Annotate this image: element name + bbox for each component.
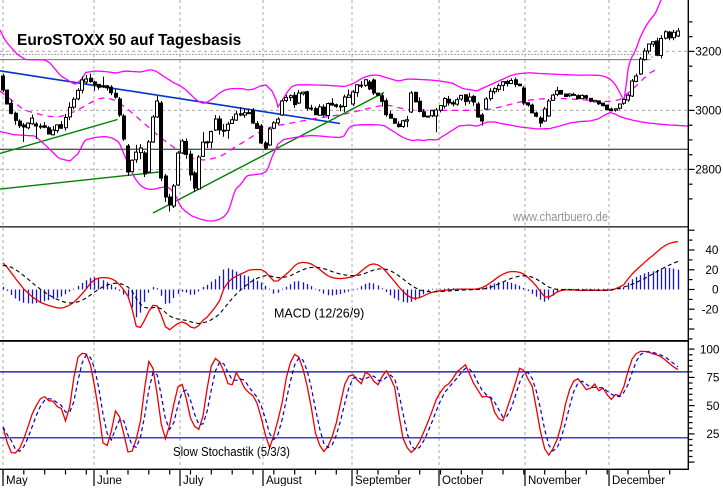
svg-text:20: 20 (705, 263, 719, 277)
svg-text:October: October (442, 475, 483, 486)
svg-text:0: 0 (712, 283, 719, 297)
svg-text:3200: 3200 (695, 45, 722, 59)
svg-text:August: August (266, 475, 303, 486)
svg-text:3000: 3000 (695, 104, 722, 118)
svg-text:September: September (355, 475, 411, 486)
svg-text:2800: 2800 (695, 163, 722, 177)
svg-text:EuroSTOXX 50 auf Tagesbasis: EuroSTOXX 50 auf Tagesbasis (17, 32, 241, 49)
svg-text:50: 50 (706, 399, 720, 413)
svg-text:May: May (6, 475, 28, 486)
svg-text:June: June (97, 475, 122, 486)
svg-text:November: November (528, 475, 581, 486)
svg-text:July: July (183, 475, 204, 486)
svg-text:75: 75 (706, 371, 720, 385)
svg-text:100: 100 (700, 342, 720, 356)
svg-text:MACD (12/26/9): MACD (12/26/9) (274, 307, 364, 321)
svg-text:Slow Stochastik (5/3/3): Slow Stochastik (5/3/3) (173, 445, 290, 459)
svg-text:40: 40 (705, 243, 719, 257)
svg-text:-20: -20 (701, 302, 718, 316)
svg-text:25: 25 (706, 427, 720, 441)
svg-text:www.chartbuero.de: www.chartbuero.de (512, 209, 608, 224)
svg-text:December: December (612, 475, 665, 486)
